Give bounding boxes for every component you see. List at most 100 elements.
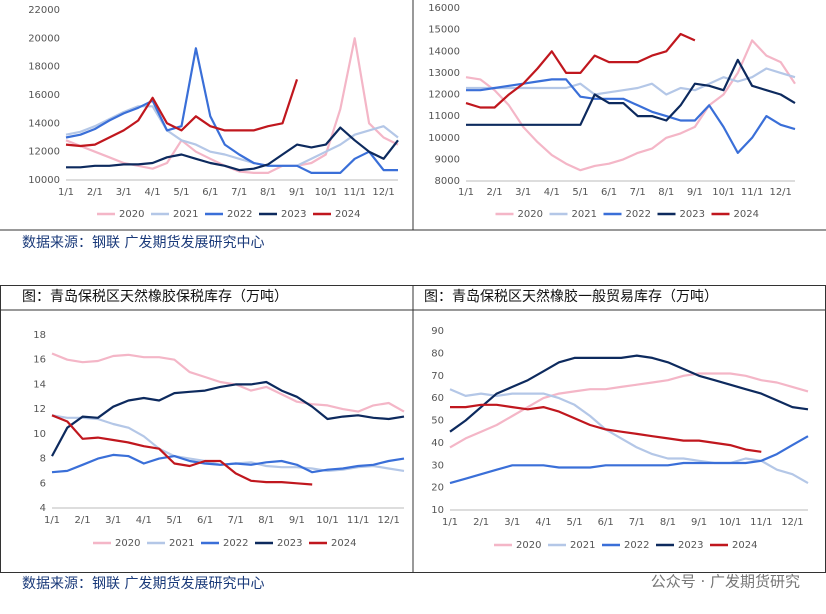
x-tick-label: 3/1	[105, 515, 121, 526]
y-tick-label: 10	[33, 429, 46, 440]
x-tick-label: 5/1	[173, 187, 189, 198]
y-tick-label: 9000	[435, 154, 460, 165]
x-tick-label: 1/1	[58, 187, 74, 198]
series-line	[51, 414, 313, 486]
x-tick-label: 8/1	[258, 515, 274, 526]
series-line	[466, 67, 796, 96]
series-line	[449, 372, 809, 449]
x-tick-label: 11/1	[750, 517, 772, 528]
x-tick-label: 3/1	[515, 187, 531, 198]
series-line	[449, 388, 809, 485]
legend-label: 2020	[518, 209, 543, 220]
x-tick-label: 5/1	[572, 187, 588, 198]
y-tick-label: 16000	[28, 90, 60, 101]
legend-label: 2023	[277, 538, 302, 549]
series-line	[449, 354, 809, 433]
x-tick-label: 11/1	[347, 515, 369, 526]
x-tick-label: 12/1	[781, 517, 803, 528]
y-tick-label: 70	[431, 371, 444, 382]
series-line	[66, 126, 399, 172]
x-tick-label: 2/1	[87, 187, 103, 198]
legend-label: 2024	[734, 209, 759, 220]
x-tick-label: 9/1	[289, 187, 305, 198]
x-tick-label: 11/1	[343, 187, 365, 198]
x-tick-label: 3/1	[116, 187, 132, 198]
x-tick-label: 12/1	[769, 187, 791, 198]
x-tick-label: 12/1	[377, 515, 399, 526]
y-tick-label: 18000	[28, 62, 60, 73]
x-tick-label: 4/1	[544, 187, 560, 198]
legend-label: 2023	[678, 540, 703, 551]
x-tick-label: 1/1	[44, 515, 60, 526]
y-tick-label: 90	[431, 326, 444, 337]
series-line	[65, 47, 398, 174]
legend-label: 2024	[331, 538, 356, 549]
x-tick-label: 6/1	[202, 187, 218, 198]
legend-label: 2021	[173, 209, 198, 220]
x-tick-label: 5/1	[566, 517, 582, 528]
series-line	[466, 58, 796, 126]
x-tick-label: 11/1	[741, 187, 763, 198]
legend-label: 2022	[626, 209, 651, 220]
y-tick-label: 60	[431, 393, 444, 404]
x-tick-label: 6/1	[197, 515, 213, 526]
series-line	[65, 79, 299, 148]
caption: 数据来源：钢联 广发期货发展研究中心	[22, 575, 264, 592]
x-tick-label: 1/1	[458, 187, 474, 198]
y-tick-label: 50	[431, 416, 444, 427]
x-tick-label: 6/1	[598, 517, 614, 528]
series-line	[466, 78, 796, 154]
legend-label: 2021	[169, 538, 194, 549]
y-tick-label: 14000	[28, 118, 60, 129]
series-line	[450, 403, 762, 453]
y-tick-label: 16	[33, 355, 46, 366]
y-tick-label: 22000	[28, 5, 60, 16]
y-tick-label: 6	[40, 478, 46, 489]
y-tick-label: 10	[431, 505, 444, 516]
y-tick-label: 30	[431, 460, 444, 471]
y-tick-label: 13000	[428, 68, 460, 79]
y-tick-label: 11000	[428, 111, 460, 122]
legend-label: 2020	[516, 540, 541, 551]
y-tick-label: 80	[431, 348, 444, 359]
chart-title: 图：青岛保税区天然橡胶一般贸易库存（万吨）	[424, 288, 718, 305]
series-line	[51, 414, 405, 472]
y-tick-label: 15000	[428, 25, 460, 36]
x-tick-label: 8/1	[660, 517, 676, 528]
y-tick-label: 8000	[435, 176, 460, 187]
x-tick-label: 5/1	[166, 515, 182, 526]
legend-label: 2022	[624, 540, 649, 551]
x-tick-label: 7/1	[228, 515, 244, 526]
legend-label: 2024	[335, 209, 360, 220]
x-tick-label: 9/1	[687, 187, 703, 198]
x-tick-label: 4/1	[136, 515, 152, 526]
chart-title: 图：青岛保税区天然橡胶保税库存（万吨）	[22, 288, 288, 305]
x-tick-label: 4/1	[535, 517, 551, 528]
series-line	[65, 105, 399, 167]
x-tick-label: 2/1	[487, 187, 503, 198]
y-tick-label: 12000	[28, 147, 60, 158]
legend-label: 2020	[119, 209, 144, 220]
y-tick-label: 8	[40, 454, 46, 465]
y-tick-label: 12	[33, 404, 46, 415]
legend-label: 2021	[570, 540, 595, 551]
y-tick-label: 4	[40, 503, 46, 514]
series-line	[51, 380, 405, 457]
legend-label: 2021	[572, 209, 597, 220]
series-line	[51, 453, 405, 474]
y-tick-label: 20	[431, 483, 444, 494]
y-tick-label: 40	[431, 438, 444, 449]
legend-label: 2023	[680, 209, 705, 220]
x-tick-label: 7/1	[231, 187, 247, 198]
series-line	[465, 39, 796, 172]
caption: 数据来源：钢联 广发期货发展研究中心	[22, 234, 264, 251]
series-line	[449, 435, 809, 485]
x-tick-label: 2/1	[75, 515, 91, 526]
series-line	[65, 37, 399, 174]
x-tick-label: 8/1	[658, 187, 674, 198]
y-tick-label: 14000	[428, 46, 460, 57]
x-tick-label: 9/1	[289, 515, 305, 526]
y-tick-label: 10000	[28, 175, 60, 186]
y-tick-label: 18	[33, 330, 46, 341]
